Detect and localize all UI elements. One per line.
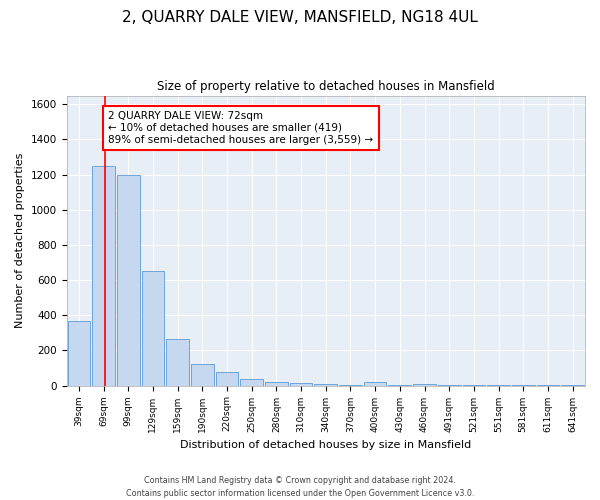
Bar [241,378,263,386]
Bar [191,364,214,386]
Y-axis label: Number of detached properties: Number of detached properties [15,153,25,328]
Bar [142,272,164,386]
Text: Contains HM Land Registry data © Crown copyright and database right 2024.
Contai: Contains HM Land Registry data © Crown c… [126,476,474,498]
Bar [68,320,90,386]
Bar [413,384,436,386]
Bar [339,384,362,386]
Bar [388,384,411,386]
Bar [265,382,288,386]
Title: Size of property relative to detached houses in Mansfield: Size of property relative to detached ho… [157,80,494,93]
Bar [215,372,238,386]
Bar [166,339,189,386]
Text: 2, QUARRY DALE VIEW, MANSFIELD, NG18 4UL: 2, QUARRY DALE VIEW, MANSFIELD, NG18 4UL [122,10,478,25]
X-axis label: Distribution of detached houses by size in Mansfield: Distribution of detached houses by size … [180,440,472,450]
Bar [364,382,386,386]
Bar [290,383,313,386]
Bar [117,174,140,386]
Text: 2 QUARRY DALE VIEW: 72sqm
← 10% of detached houses are smaller (419)
89% of semi: 2 QUARRY DALE VIEW: 72sqm ← 10% of detac… [109,112,374,144]
Bar [92,166,115,386]
Bar [438,385,461,386]
Bar [314,384,337,386]
